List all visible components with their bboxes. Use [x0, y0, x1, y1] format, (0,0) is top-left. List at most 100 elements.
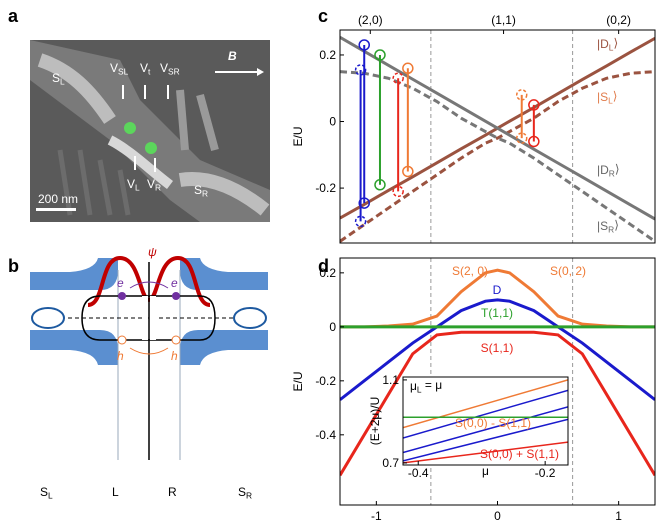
- series-line: [340, 330, 655, 477]
- subscript: t: [148, 67, 151, 77]
- plot-frame: [339, 257, 656, 506]
- text-part: B: [228, 49, 237, 63]
- y-axis-label: E/U: [291, 371, 305, 391]
- text-part: T(1,1): [481, 306, 513, 320]
- text-part: μ: [410, 379, 417, 393]
- annotation: |DR⟩: [597, 162, 620, 179]
- text-part: e: [171, 276, 178, 290]
- x2-tick-label: (0,2): [606, 13, 631, 27]
- text-part: S(0,0) - S(1,1): [455, 416, 531, 430]
- text-part: 200 nm: [38, 192, 78, 206]
- plot-frame: [402, 376, 569, 466]
- chart: -0.200.2(2,0) (1,1) (0,2)|DL⟩|SL⟩|DR⟩|SR⟩E…: [291, 13, 656, 244]
- y-axis-label: E/U: [291, 126, 305, 146]
- text-part: ⟩: [614, 218, 619, 232]
- subscript: SR: [168, 67, 180, 77]
- annotation: S(1,1): [481, 341, 514, 355]
- diagram-label: e: [171, 276, 178, 290]
- panel-label: b: [8, 256, 19, 276]
- text-part: V: [127, 177, 135, 191]
- sem-label: VR: [147, 177, 161, 193]
- text-part: V: [147, 177, 155, 191]
- subscript: L: [60, 77, 65, 87]
- y-tick-label: 0.2: [319, 48, 336, 62]
- diagram-label: R: [168, 485, 177, 499]
- transition-point: [354, 64, 367, 76]
- subscript: R: [609, 169, 615, 179]
- panel-label: d: [318, 256, 329, 276]
- plot-area: [340, 30, 655, 243]
- series-line: [403, 441, 568, 464]
- x-tick-label: -0.4: [408, 466, 429, 480]
- subscript: R: [608, 225, 614, 235]
- y-tick-label: 0.2: [319, 266, 336, 280]
- subscript: SL: [118, 67, 129, 77]
- annotation: |SR⟩: [597, 218, 619, 235]
- text-part: S: [238, 485, 246, 499]
- subscript: R: [155, 183, 161, 193]
- diagram-label: e: [117, 276, 124, 290]
- transition-point: [392, 185, 404, 198]
- y-tick-label: 1.1: [382, 373, 399, 387]
- text-part: S(1,1): [481, 341, 514, 355]
- text-part: V: [160, 61, 168, 75]
- x-axis-label: μ: [482, 464, 489, 478]
- x-tick-label: -1: [371, 509, 382, 522]
- diagram-label: ψ: [148, 245, 157, 259]
- x-tick-label: 1: [615, 509, 622, 522]
- sem-label: Vt: [140, 61, 151, 77]
- series-line: [403, 389, 568, 439]
- x2-tick-label: (2,0): [358, 13, 383, 27]
- text-part: S(0, 2): [550, 264, 586, 278]
- y-tick-label: -0.2: [315, 181, 336, 195]
- plot-background: [403, 377, 568, 465]
- text-part: h: [117, 349, 124, 363]
- subscript: R: [202, 189, 208, 199]
- x-tick-label: 0: [494, 509, 501, 522]
- transition-point: [515, 132, 528, 144]
- text-part: V: [140, 61, 148, 75]
- plot-area: [403, 379, 568, 464]
- y-tick-label: 0: [329, 115, 336, 129]
- annotation: S(0, 2): [550, 264, 586, 278]
- sem-label: VSL: [110, 61, 129, 77]
- text-part: R: [168, 485, 177, 499]
- text-part: |S: [597, 219, 608, 233]
- annotation: D: [493, 283, 502, 297]
- transition-point: [528, 99, 540, 111]
- panel-label: c: [318, 6, 328, 26]
- text-part: ⟩: [613, 36, 618, 50]
- y-tick-label: -0.4: [315, 428, 336, 442]
- annotation: |DL⟩: [597, 36, 618, 53]
- subscript: L: [135, 183, 140, 193]
- text-part: |D: [597, 163, 609, 177]
- annotation: T(1,1): [481, 306, 513, 320]
- transition-point: [402, 62, 414, 75]
- text-part: S: [40, 485, 48, 499]
- diagram-label: SR: [238, 485, 252, 501]
- annotation: |SL⟩: [597, 89, 617, 106]
- y-tick-label: 0: [329, 320, 336, 334]
- transition-point: [358, 39, 370, 51]
- transition-point: [528, 135, 540, 148]
- annotation: μL = μ: [410, 378, 442, 395]
- sem-label: VL: [127, 177, 140, 193]
- text-part: S: [194, 183, 202, 197]
- subscript: L: [608, 96, 613, 106]
- transition-point: [402, 165, 414, 178]
- sem-label: VSR: [160, 61, 180, 77]
- text-part: S(2, 0): [452, 264, 488, 278]
- text-part: h: [171, 349, 178, 363]
- series-line: [403, 418, 568, 462]
- text-part: e: [117, 276, 124, 290]
- sem-label: SL: [52, 71, 65, 87]
- x2-tick-label: (1,1): [491, 13, 516, 27]
- chart: 0.71.1-0.4 -0.2μL = μS(0,0) - S(1,1)S(0,0…: [368, 373, 569, 480]
- diagram-label: h: [117, 349, 124, 363]
- subscript: L: [417, 385, 422, 395]
- transition-point: [392, 72, 404, 85]
- x-tick-label: -0.2: [535, 466, 556, 480]
- transition-point: [354, 215, 367, 228]
